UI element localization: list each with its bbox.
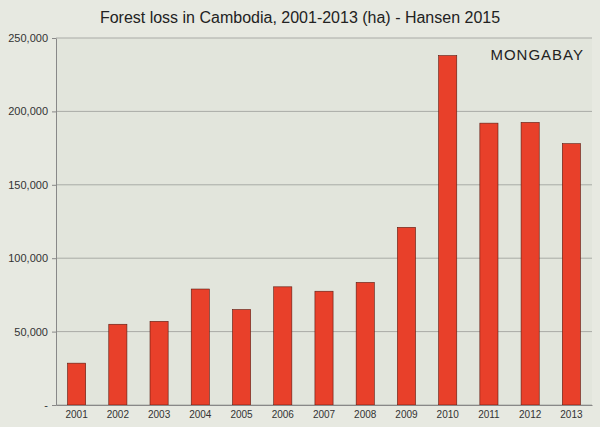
x-tick: 2010 [437,405,460,420]
y-tick: 200,000 [8,105,56,117]
x-tick-label: 2008 [354,409,377,420]
bar [191,289,209,405]
x-axis: 2001 2002 2003 2004 2005 2006 2007 2008 2009 2010… [57,405,593,420]
annotation: MONGABAY [490,46,584,63]
y-axis: - 50,000 100,000 150,000 200,000 250,000 [8,32,56,411]
plot: -50,000100,000150,000200,000250,00020012… [8,32,592,420]
x-tick-label: 2013 [560,409,583,420]
y-tick-label: - [44,399,48,411]
y-tick-mark [52,38,56,39]
x-tick: 2005 [230,405,253,420]
x-tick-label: 2007 [313,409,336,420]
y-tick-mark [52,185,56,186]
y-tick: 250,000 [8,32,56,44]
y-tick-mark [52,405,56,406]
y-tick-mark [52,332,56,333]
x-tick-label: 2005 [230,409,253,420]
title: Forest loss in Cambodia, 2001-2013 (ha) … [100,9,500,26]
x-tick: 2012 [519,405,542,420]
y-tick: 50,000 [14,326,56,338]
y-tick-label: 50,000 [14,326,48,338]
bar [480,123,498,405]
grid-line [56,38,592,39]
x-tick: 2011 [478,405,500,420]
bar [315,291,333,405]
x-tick: 2009 [395,405,418,420]
bar [397,227,415,405]
x-tick-label: 2011 [478,409,500,420]
bar [356,282,374,405]
x-tick-label: 2009 [395,409,418,420]
grid [56,38,592,405]
y-tick: 150,000 [8,179,56,191]
bar [439,56,457,405]
y-tick-label: 150,000 [8,179,48,191]
bar [68,363,86,405]
y-tick-label: 100,000 [8,252,48,264]
x-tick-label: 2012 [519,409,542,420]
y-tick-label: 200,000 [8,105,48,117]
plot-background [56,38,592,405]
x-tick-label: 2006 [272,409,295,420]
chart: Forest loss in Cambodia, 2001-2013 (ha) … [0,0,600,427]
grid-line [56,111,592,112]
bar [521,122,539,405]
x-tick-label: 2004 [189,409,212,420]
x-tick: 2004 [189,405,212,420]
y-tick-mark [52,111,56,112]
y-tick: 100,000 [8,252,56,264]
x-tick-label: 2003 [148,409,171,420]
bar [232,310,250,405]
x-tick-label: 2010 [437,409,460,420]
x-tick: 2013 [560,405,583,420]
bars [68,56,581,405]
y-axis-line [56,39,57,406]
x-tick: 2006 [272,405,295,420]
x-tick: 2008 [354,405,377,420]
bar [109,324,127,405]
bar [274,287,292,405]
y-tick-label: 250,000 [8,32,48,44]
y-tick-mark [52,258,56,259]
bar [150,321,168,405]
x-tick: 2007 [313,405,336,420]
y-tick: - [44,399,56,411]
x-tick-label: 2001 [65,409,88,420]
x-tick: 2003 [148,405,171,420]
grid-line [56,184,592,185]
x-tick: 2001 [65,405,88,420]
x-tick-label: 2002 [107,409,130,420]
x-axis-line [57,405,593,406]
bar [562,144,580,405]
grid-line [56,258,592,259]
x-tick: 2002 [107,405,130,420]
